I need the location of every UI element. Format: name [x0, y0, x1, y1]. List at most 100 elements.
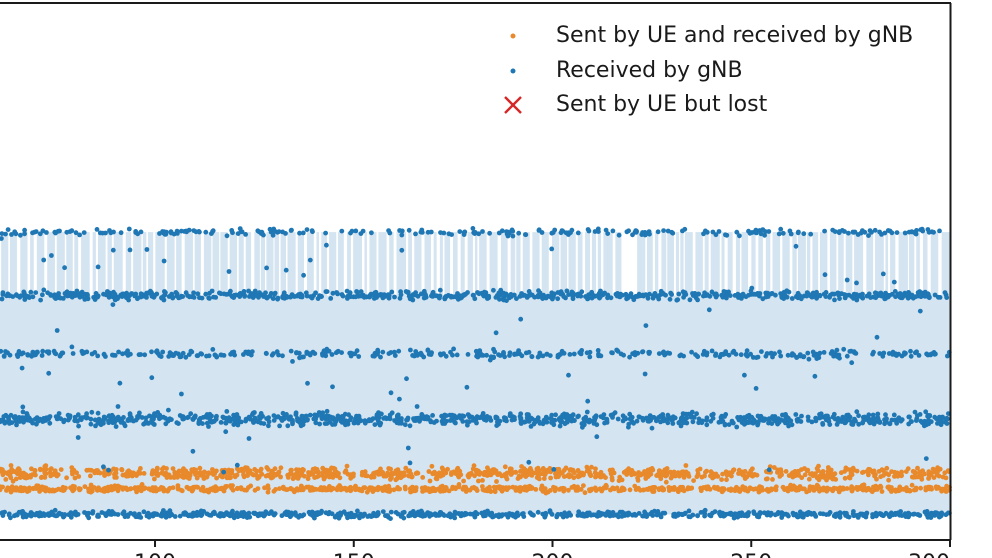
- data-point: [902, 350, 907, 356]
- data-point: [196, 512, 202, 518]
- data-point: [365, 514, 371, 519]
- data-point: [695, 297, 700, 303]
- fill-stem: [176, 232, 182, 296]
- data-point: [470, 466, 476, 472]
- data-point: [741, 415, 747, 420]
- data-point: [7, 293, 13, 298]
- data-point: [734, 511, 740, 517]
- data-point: [501, 350, 506, 355]
- data-point: [566, 510, 572, 516]
- data-point: [897, 487, 903, 493]
- data-point: [395, 511, 401, 517]
- data-point: [659, 485, 665, 491]
- outlier-point: [290, 359, 295, 364]
- data-point: [161, 487, 167, 493]
- data-point: [619, 487, 625, 493]
- data-point: [504, 487, 510, 493]
- data-point: [740, 484, 746, 490]
- data-point: [191, 415, 197, 420]
- data-point: [777, 474, 783, 479]
- data-point: [37, 416, 43, 422]
- data-point: [831, 471, 837, 477]
- data-point: [68, 510, 74, 515]
- data-point: [337, 483, 342, 488]
- fill-stem: [792, 232, 797, 296]
- data-point: [486, 293, 492, 299]
- data-point: [419, 227, 425, 233]
- outlier-point: [324, 242, 329, 248]
- data-point: [727, 293, 733, 298]
- data-point: [257, 290, 262, 295]
- data-point: [301, 354, 306, 360]
- fill-stem: [467, 232, 473, 296]
- data-point: [504, 476, 510, 482]
- data-point: [88, 416, 94, 422]
- data-point: [242, 487, 247, 493]
- data-point: [827, 294, 832, 300]
- data-point: [610, 467, 615, 473]
- outlier-point: [932, 351, 938, 357]
- data-point: [870, 412, 876, 418]
- data-point: [851, 349, 857, 355]
- data-point: [687, 297, 693, 303]
- data-point: [806, 510, 812, 515]
- data-point: [668, 415, 674, 421]
- outlier-point: [101, 464, 106, 470]
- data-point: [484, 473, 490, 478]
- data-point: [254, 293, 259, 298]
- data-point: [728, 488, 734, 493]
- fill-stem: [597, 232, 602, 296]
- data-point: [276, 352, 281, 358]
- data-point: [210, 229, 216, 234]
- data-point: [542, 486, 548, 491]
- data-point: [437, 287, 443, 293]
- data-point: [57, 353, 63, 359]
- data-point: [263, 290, 268, 296]
- data-point: [60, 296, 66, 301]
- fill-stem: [125, 232, 132, 296]
- data-point: [329, 473, 335, 478]
- data-point: [549, 420, 554, 425]
- data-point: [791, 352, 796, 358]
- data-point: [815, 468, 821, 473]
- data-point: [251, 420, 256, 425]
- data-point: [245, 351, 251, 357]
- data-point: [704, 422, 710, 428]
- data-point: [522, 292, 527, 298]
- data-point: [617, 474, 623, 480]
- data-point: [612, 410, 618, 416]
- data-point: [683, 411, 689, 417]
- data-point: [894, 230, 900, 236]
- data-point: [502, 464, 508, 470]
- data-point: [722, 414, 727, 419]
- outlier-point: [38, 297, 43, 303]
- data-point: [601, 485, 607, 491]
- data-point: [610, 228, 616, 234]
- data-point: [207, 411, 213, 417]
- data-point: [488, 468, 494, 474]
- data-point: [743, 351, 749, 357]
- data-point: [776, 231, 782, 237]
- data-point: [626, 424, 631, 430]
- data-point: [582, 512, 587, 517]
- data-point: [934, 510, 939, 516]
- data-point: [16, 349, 22, 354]
- data-point: [696, 420, 702, 426]
- data-point: [324, 413, 329, 419]
- data-point: [535, 354, 541, 360]
- data-point: [5, 227, 11, 233]
- data-point: [226, 415, 232, 421]
- data-point: [557, 487, 562, 492]
- outlier-point: [642, 371, 648, 377]
- data-point: [837, 512, 843, 518]
- data-point: [755, 354, 761, 360]
- data-point: [913, 485, 919, 491]
- data-point: [529, 354, 535, 360]
- data-point: [685, 472, 691, 477]
- data-point: [454, 415, 460, 421]
- data-point: [502, 354, 507, 360]
- data-point: [196, 229, 202, 234]
- data-point: [889, 291, 895, 297]
- data-point: [723, 351, 729, 357]
